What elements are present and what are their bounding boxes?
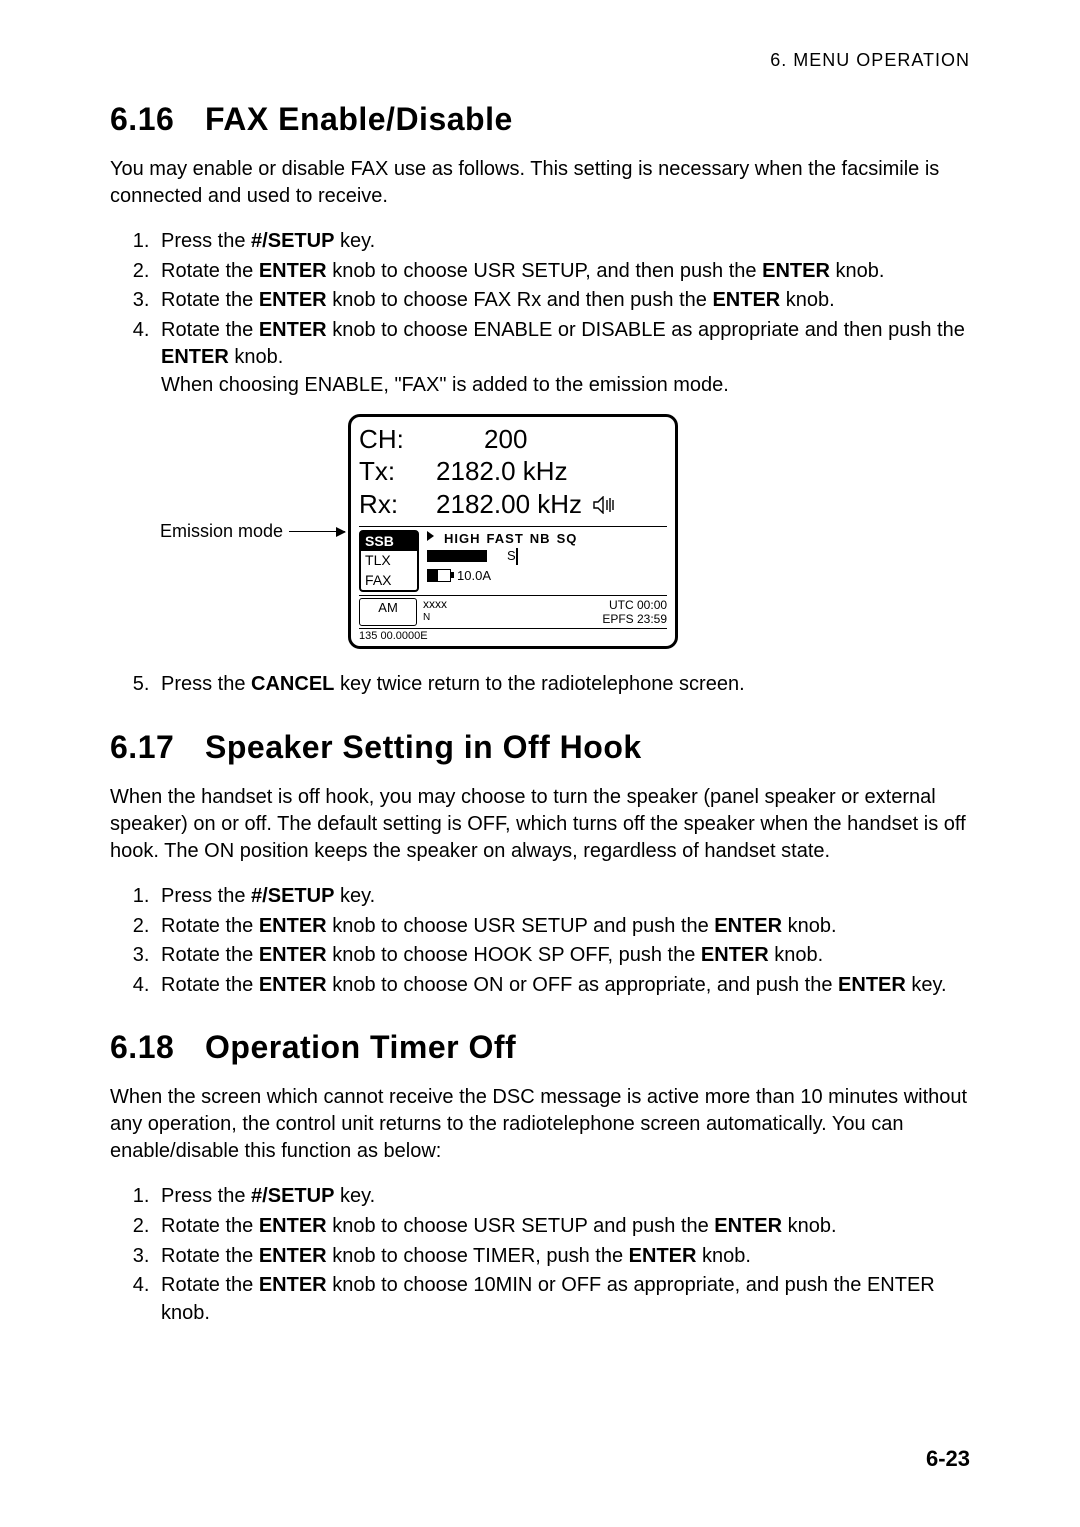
status-flags: HIGH FAST NB SQ bbox=[427, 531, 665, 546]
meters-row: S bbox=[427, 548, 665, 564]
power-meter bbox=[427, 550, 487, 562]
battery-icon bbox=[427, 569, 451, 582]
section-title: Speaker Setting in Off Hook bbox=[205, 729, 642, 765]
s-meter-wrap: S bbox=[507, 548, 518, 564]
emission-mode-figure: Emission mode CH: 200 Tx: 2182.0 kHz Rx:… bbox=[160, 414, 970, 650]
arrow-icon bbox=[289, 531, 345, 533]
section-6-17-heading: 6.17Speaker Setting in Off Hook bbox=[110, 729, 970, 766]
bottom-center: xxxx N bbox=[417, 598, 602, 626]
step-5: Press the CANCEL key twice return to the… bbox=[155, 671, 970, 699]
step-1: Press the #/SETUP key. bbox=[155, 228, 970, 256]
bottom-status-row: AM xxxx N UTC 00:00 EPFS 23:59 bbox=[359, 598, 667, 626]
coordinates: 135 00.0000E bbox=[359, 628, 667, 642]
am-badge: AM bbox=[359, 598, 417, 626]
section-6-17-steps: Press the #/SETUP key. Rotate the ENTER … bbox=[110, 883, 970, 999]
step-3: Rotate the ENTER knob to choose FAX Rx a… bbox=[155, 287, 970, 315]
step-3: Rotate the ENTER knob to choose TIMER, p… bbox=[155, 1243, 970, 1271]
section-title: FAX Enable/Disable bbox=[205, 101, 513, 137]
step-2: Rotate the ENTER knob to choose USR SETU… bbox=[155, 1213, 970, 1241]
section-number: 6.18 bbox=[110, 1029, 205, 1066]
section-6-16-steps: Press the #/SETUP key. Rotate the ENTER … bbox=[110, 228, 970, 400]
section-6-16-step5: Press the CANCEL key twice return to the… bbox=[110, 671, 970, 699]
step-4: Rotate the ENTER knob to choose 10MIN or… bbox=[155, 1272, 970, 1327]
section-number: 6.17 bbox=[110, 729, 205, 766]
bottom-right-times: UTC 00:00 EPFS 23:59 bbox=[602, 598, 667, 626]
emission-mode-list: SSB TLX FAX bbox=[359, 530, 419, 593]
step-2: Rotate the ENTER knob to choose USR SETU… bbox=[155, 258, 970, 286]
status-panel: HIGH FAST NB SQ S 10.0A bbox=[419, 527, 667, 596]
section-title: Operation Timer Off bbox=[205, 1029, 516, 1065]
step-4: Rotate the ENTER knob to choose ON or OF… bbox=[155, 972, 970, 1000]
rx-row: Rx: 2182.00 kHz bbox=[359, 488, 667, 522]
section-6-18-intro: When the screen which cannot receive the… bbox=[110, 1084, 970, 1165]
section-6-16-heading: 6.16FAX Enable/Disable bbox=[110, 101, 970, 138]
mode-ssb: SSB bbox=[361, 532, 417, 552]
radio-display-panel: CH: 200 Tx: 2182.0 kHz Rx: 2182.00 kHz S… bbox=[348, 414, 678, 650]
mid-grid: SSB TLX FAX HIGH FAST NB SQ bbox=[359, 526, 667, 597]
section-6-16-intro: You may enable or disable FAX use as fol… bbox=[110, 156, 970, 210]
tx-row: Tx: 2182.0 kHz bbox=[359, 455, 667, 488]
play-icon bbox=[427, 531, 434, 541]
step-2: Rotate the ENTER knob to choose USR SETU… bbox=[155, 913, 970, 941]
section-6-17-intro: When the handset is off hook, you may ch… bbox=[110, 784, 970, 865]
chapter-header: 6. MENU OPERATION bbox=[110, 50, 970, 71]
section-6-18-steps: Press the #/SETUP key. Rotate the ENTER … bbox=[110, 1183, 970, 1327]
step-3: Rotate the ENTER knob to choose HOOK SP … bbox=[155, 942, 970, 970]
s-meter bbox=[516, 548, 518, 565]
mode-tlx: TLX bbox=[361, 551, 417, 571]
channel-row: CH: 200 bbox=[359, 423, 667, 456]
emission-mode-callout-label: Emission mode bbox=[160, 521, 283, 542]
page-number: 6-23 bbox=[926, 1446, 970, 1472]
battery-row: 10.0A bbox=[427, 568, 665, 583]
step-4: Rotate the ENTER knob to choose ENABLE o… bbox=[155, 317, 970, 400]
step-1: Press the #/SETUP key. bbox=[155, 1183, 970, 1211]
mode-fax: FAX bbox=[361, 571, 417, 591]
step-1: Press the #/SETUP key. bbox=[155, 883, 970, 911]
section-number: 6.16 bbox=[110, 101, 205, 138]
section-6-18-heading: 6.18Operation Timer Off bbox=[110, 1029, 970, 1066]
speaker-icon bbox=[593, 489, 615, 522]
document-page: 6. MENU OPERATION 6.16FAX Enable/Disable… bbox=[0, 0, 1080, 1527]
